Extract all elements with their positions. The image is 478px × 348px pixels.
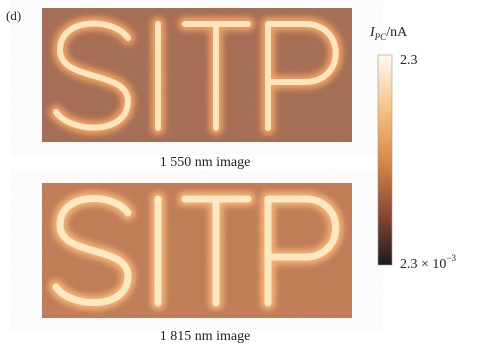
min-exponent: −3: [446, 253, 456, 263]
image-1550: [42, 8, 352, 142]
colorbar: IPC/nA 2.3 2.3 × 10−3: [369, 25, 456, 272]
label-symbol: I: [369, 25, 376, 40]
min-base: 2.3 × 10: [400, 257, 446, 272]
image-1815: [42, 183, 352, 318]
colorbar-max: 2.3: [400, 53, 418, 68]
image-caption: 1 550 nm image: [160, 155, 251, 170]
label-unit: /nA: [386, 25, 408, 40]
colorbar-label: IPC/nA: [369, 25, 408, 42]
image-caption: 1 815 nm image: [160, 329, 251, 344]
colorbar-min: 2.3 × 10−3: [400, 253, 456, 272]
panel-label: (d): [6, 8, 21, 23]
label-subscript: PC: [374, 32, 387, 42]
